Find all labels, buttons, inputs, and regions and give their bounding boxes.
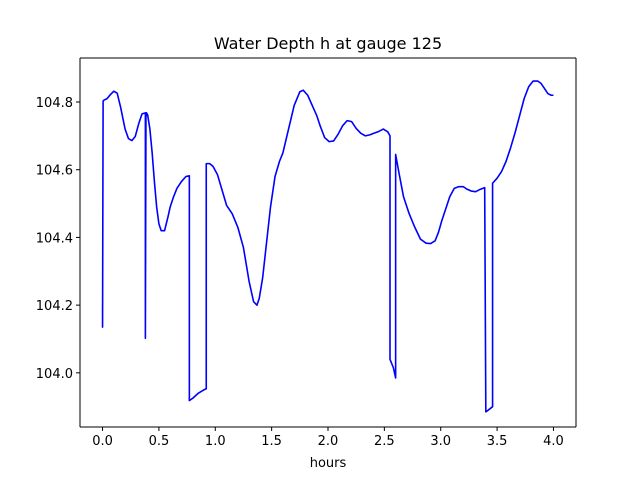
plot-frame bbox=[80, 58, 576, 427]
y-tick-label: 104.2 bbox=[36, 299, 73, 314]
y-tick-label: 104.6 bbox=[36, 164, 73, 179]
x-tick-label: 2.0 bbox=[318, 434, 339, 449]
series-layer bbox=[101, 80, 554, 413]
x-tick-label: 3.0 bbox=[430, 434, 451, 449]
series-line-0 bbox=[101, 80, 554, 413]
y-axis-ticks: 104.0 104.2 104.4 104.6 104.8 bbox=[36, 96, 80, 382]
axes-spines bbox=[79, 57, 577, 428]
x-tick-label: 0.5 bbox=[149, 434, 170, 449]
plot-area: 0.0 0.5 1.0 1.5 2.0 2.5 3.0 3.5 4.0 104.0104.210… bbox=[36, 57, 577, 449]
x-tick-label: 1.0 bbox=[205, 434, 226, 449]
x-tick-label: 1.5 bbox=[261, 434, 282, 449]
y-tick-label: 104.8 bbox=[36, 96, 73, 111]
y-tick-label: 104.0 bbox=[36, 367, 73, 382]
chart-title: Water Depth h at gauge 125 bbox=[214, 34, 442, 53]
y-tick-label: 104.4 bbox=[36, 231, 73, 246]
x-tick-label: 0.0 bbox=[92, 434, 113, 449]
x-axis-label: hours bbox=[310, 456, 347, 471]
x-tick-label: 4.0 bbox=[543, 434, 564, 449]
x-tick-label: 3.5 bbox=[487, 434, 508, 449]
x-tick-label: 2.5 bbox=[374, 434, 395, 449]
x-axis-ticks: 0.0 0.5 1.0 1.5 2.0 2.5 3.0 3.5 4.0 bbox=[92, 427, 564, 449]
